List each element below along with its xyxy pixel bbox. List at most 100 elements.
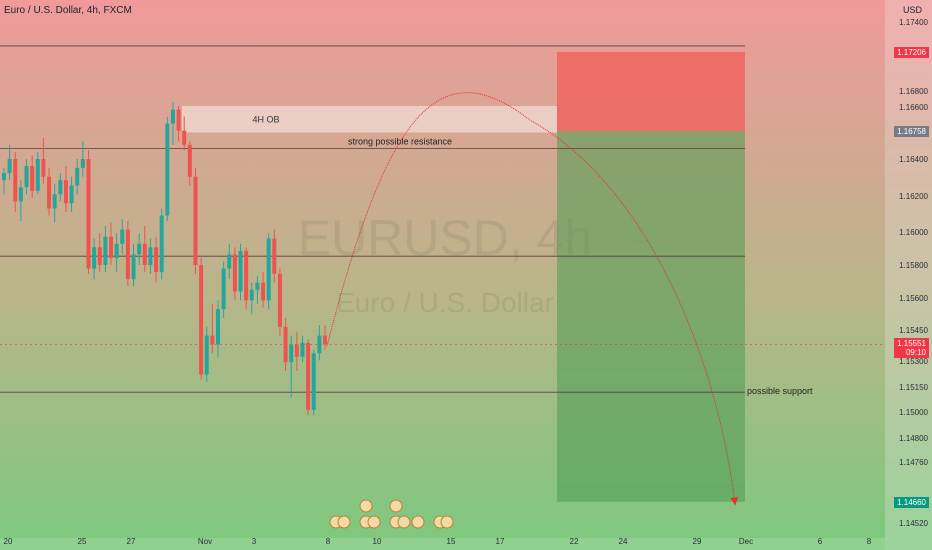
candle-body [142, 243, 147, 265]
candle-body [154, 247, 159, 273]
y-tick-label: 1.15450 [899, 326, 928, 335]
candle-body [204, 335, 209, 375]
candle-body [227, 254, 232, 269]
candle-body [311, 353, 316, 410]
x-tick-label: 22 [570, 537, 579, 546]
candle-body [47, 176, 52, 209]
x-tick-label: 6 [818, 537, 823, 546]
economic-event-icon[interactable] [397, 515, 411, 529]
candle-body [210, 335, 215, 345]
candle-body [182, 130, 187, 145]
y-tick-label: 1.16400 [899, 155, 928, 164]
target-price-text: 1.14660 [897, 497, 926, 507]
x-tick-label: Dec [739, 537, 753, 546]
x-tick-label: 25 [78, 537, 87, 546]
watermark-name: Euro / U.S. Dollar [336, 287, 554, 318]
symbol-watermark: EURUSD, 4h Euro / U.S. Dollar [298, 210, 593, 318]
candle-body [97, 247, 102, 265]
economic-event-icon[interactable] [367, 515, 381, 529]
candle-body [306, 342, 311, 410]
symbol-title[interactable]: Euro / U.S. Dollar, 4h, FXCM [4, 5, 132, 16]
candle-body [272, 238, 277, 274]
candle-body [13, 159, 18, 202]
y-tick-label: 1.15800 [899, 261, 928, 270]
order-block-label: 4H OB [252, 114, 279, 124]
stop-loss-zone[interactable] [557, 51, 745, 132]
y-tick-label: 1.15600 [899, 294, 928, 303]
candle-body [199, 265, 204, 375]
candle-body [120, 229, 125, 244]
candle-body [244, 250, 249, 301]
candle-body [137, 243, 142, 255]
candlestick-series [2, 102, 327, 416]
current-price-label: 1.15551 09:10 [894, 338, 929, 359]
current-price-text: 1.15551 [897, 339, 926, 349]
candle-body [159, 215, 164, 273]
stop-price-text: 1.17206 [897, 47, 926, 57]
y-tick-label: 1.15000 [899, 408, 928, 417]
candle-body [114, 243, 119, 258]
watermark-ticker: EURUSD, 4h [298, 210, 593, 266]
candle-body [176, 109, 181, 131]
candle-body [170, 109, 175, 124]
candle-body [80, 159, 85, 168]
candle-body [148, 247, 153, 265]
economic-event-icon[interactable] [411, 515, 425, 529]
target-price-label: 1.14660 [894, 496, 929, 508]
take-profit-zone[interactable] [557, 131, 745, 502]
economic-event-icon[interactable] [389, 499, 403, 513]
candle-body [125, 229, 130, 280]
x-tick-label: 17 [496, 537, 505, 546]
projection-arrow[interactable] [326, 92, 739, 506]
candle-body [24, 166, 29, 188]
x-tick-label: 8 [867, 537, 872, 546]
level-label: possible support [747, 386, 813, 396]
y-tick-label: 1.14800 [899, 434, 928, 443]
event-markers[interactable] [329, 499, 454, 529]
candle-body [52, 194, 57, 209]
candle-body [75, 167, 80, 186]
x-tick-label: 24 [619, 537, 628, 546]
candle-body [35, 159, 40, 191]
candle-body [294, 344, 299, 357]
y-tick-label: 1.17400 [899, 18, 928, 27]
economic-event-icon[interactable] [440, 515, 454, 529]
economic-event-icon[interactable] [337, 515, 351, 529]
time-axis[interactable] [0, 538, 885, 550]
x-tick-label: Nov [198, 537, 212, 546]
candle-body [300, 342, 305, 357]
candle-body [238, 250, 243, 292]
candle-body [103, 236, 108, 265]
candle-body [255, 282, 260, 290]
bar-countdown: 09:10 [905, 348, 926, 358]
candle-body [193, 176, 198, 265]
candle-body [109, 236, 113, 258]
order-block-zone[interactable] [182, 106, 557, 133]
candle-body [216, 309, 220, 345]
entry-price-label: 1.16758 [894, 126, 929, 138]
candle-body [317, 335, 322, 354]
candle-body [69, 185, 74, 204]
candle-body [261, 282, 266, 301]
y-tick-label: 1.14520 [899, 519, 928, 528]
x-tick-label: 15 [447, 537, 456, 546]
price-axis[interactable] [885, 0, 932, 550]
candle-body [221, 268, 226, 310]
x-tick-label: 10 [373, 537, 382, 546]
candle-body [165, 123, 170, 216]
y-tick-label: 1.16200 [899, 192, 928, 201]
x-tick-label: 20 [4, 537, 13, 546]
candle-body [283, 326, 288, 363]
candle-body [2, 173, 6, 181]
candle-body [86, 159, 91, 269]
economic-event-icon[interactable] [359, 499, 373, 513]
x-tick-label: 27 [127, 537, 136, 546]
entry-price-text: 1.16758 [897, 127, 926, 137]
y-tick-label: 1.15300 [899, 357, 928, 366]
x-tick-label: 29 [693, 537, 702, 546]
currency-label[interactable]: USD [902, 5, 922, 15]
candle-body [232, 254, 237, 292]
